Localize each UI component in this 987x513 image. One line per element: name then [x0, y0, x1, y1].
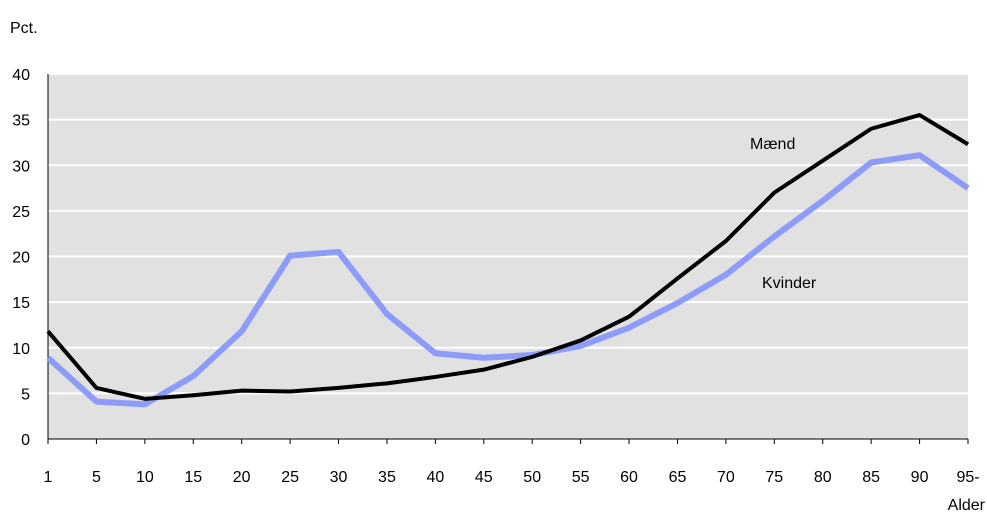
- x-tick-label: 90: [911, 469, 929, 486]
- series-line-kvinder: [45, 152, 970, 408]
- x-tick-label: 75: [765, 469, 783, 486]
- y-tick-label: 15: [12, 295, 30, 312]
- x-tick-label: 65: [669, 469, 687, 486]
- x-tick-label: 85: [862, 469, 880, 486]
- x-tick-label: 15: [184, 469, 202, 486]
- x-tick-label: 35: [378, 469, 396, 486]
- y-tick-label: 0: [21, 432, 30, 449]
- y-tick-label: 20: [12, 250, 30, 267]
- series-lines: [45, 113, 970, 408]
- x-tick-label: 40: [426, 469, 444, 486]
- x-tick-label: 30: [330, 469, 348, 486]
- x-tick-label: 55: [572, 469, 590, 486]
- x-tick-label: 70: [717, 469, 735, 486]
- x-tick-label: 25: [281, 469, 299, 486]
- y-tick-label: 25: [12, 204, 30, 221]
- y-tick-label: 5: [21, 386, 30, 403]
- series-line-maend: [46, 113, 970, 401]
- y-tick-label: 30: [12, 158, 30, 175]
- x-tick-label: 80: [814, 469, 832, 486]
- series-labels: Mænd Kvinder: [750, 136, 817, 292]
- series-label-maend: Mænd: [750, 136, 795, 153]
- x-tick-label: 20: [233, 469, 251, 486]
- x-tick-label: 60: [620, 469, 638, 486]
- y-tick-label: 35: [12, 113, 30, 130]
- series-label-kvinder: Kvinder: [762, 275, 817, 292]
- x-tick-label: 95-: [956, 469, 979, 486]
- x-tick-label: 45: [475, 469, 493, 486]
- x-tick-label: 10: [136, 469, 154, 486]
- y-axis-title: Pct.: [10, 20, 38, 37]
- x-axis-title: Alder: [948, 497, 986, 513]
- x-tick-label: 1: [44, 469, 53, 486]
- x-tick-label: 50: [523, 469, 541, 486]
- y-tick-label: 40: [12, 67, 30, 84]
- y-tick-label: 10: [12, 341, 30, 358]
- x-tick-label: 5: [92, 469, 101, 486]
- axes: [47, 74, 969, 444]
